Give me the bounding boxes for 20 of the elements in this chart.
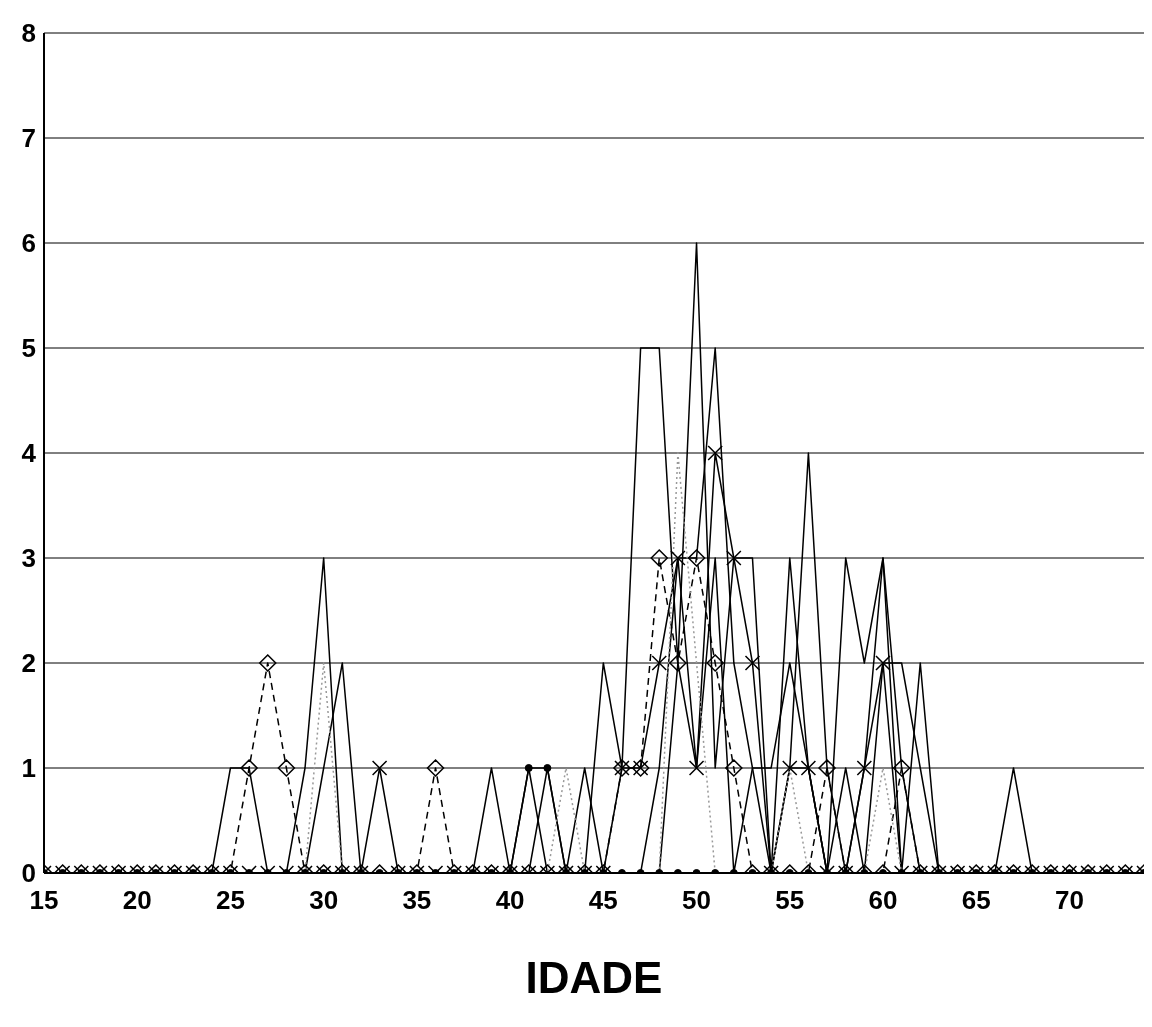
y-tick-label: 2 <box>21 648 36 679</box>
x-tick-label: 30 <box>309 885 339 916</box>
x-tick-label: 55 <box>775 885 805 916</box>
y-tick-label: 6 <box>21 228 36 259</box>
y-tick-label: 8 <box>21 18 36 49</box>
y-tick-label: 3 <box>21 543 36 574</box>
y-tick-label: 1 <box>21 753 36 784</box>
y-tick-label: 5 <box>21 333 36 364</box>
x-tick-label: 45 <box>588 885 618 916</box>
x-axis-title: IDADE <box>525 953 663 1002</box>
x-tick-label: 20 <box>122 885 152 916</box>
x-tick-label: 25 <box>215 885 245 916</box>
x-tick-label: 60 <box>868 885 898 916</box>
x-tick-label: 50 <box>682 885 711 916</box>
x-tick-label: 40 <box>495 885 525 916</box>
y-tick-label: 4 <box>21 438 37 469</box>
x-tick-label: 35 <box>402 885 432 916</box>
y-tick-label: 7 <box>21 123 36 154</box>
x-tick-label: 65 <box>961 885 991 916</box>
x-tick-label: 70 <box>1054 885 1084 916</box>
